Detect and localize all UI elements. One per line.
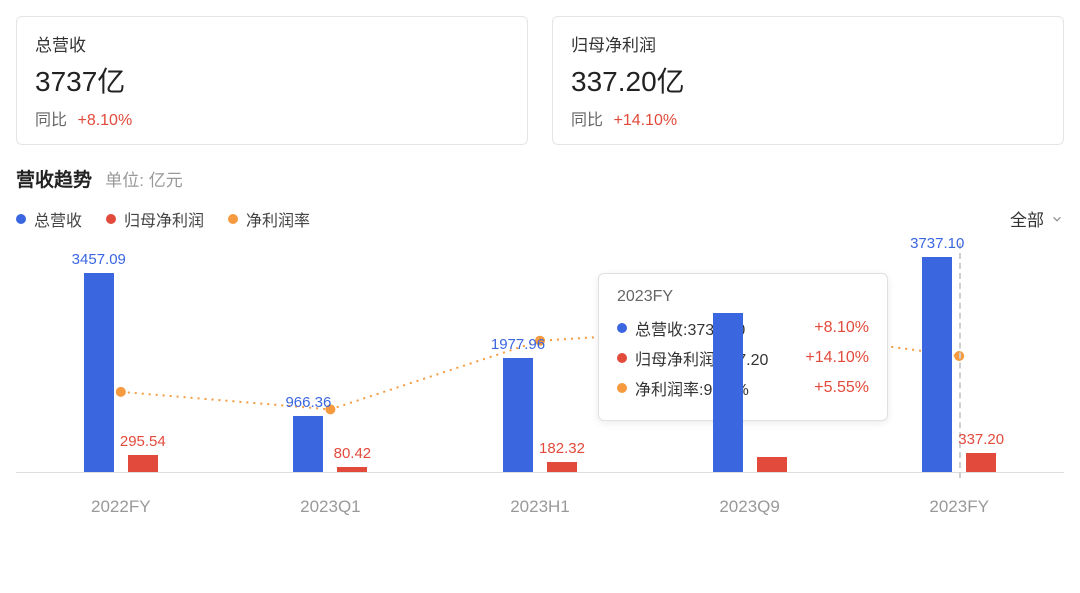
revenue-chart: 2023FY 总营收:3737.10+8.10%归母净利润:337.20+14.… [16,243,1064,543]
tooltip-title: 2023FY [617,288,869,306]
bar-group[interactable]: 966.36 80.42 [226,416,436,472]
x-tick: 2023H1 [435,497,645,517]
bar-label: 3737.10 [910,235,964,252]
yoy-label: 同比 [571,112,603,129]
filter-label: 全部 [1010,206,1044,231]
bar-profit[interactable]: 337.20 [966,453,996,472]
card-value: 3737亿 [35,60,509,100]
legend-item-profit[interactable]: 归母净利润 [106,207,204,231]
section-title: 营收趋势 [16,170,92,191]
legend-item-revenue[interactable]: 总营收 [16,207,82,231]
section-unit: 单位: 亿元 [105,171,182,190]
section-header: 营收趋势 单位: 亿元 [16,165,1064,192]
dot-icon [106,214,116,224]
legend: 总营收 归母净利润 净利润率 [16,207,310,231]
legend-item-margin[interactable]: 净利润率 [228,207,310,231]
dot-icon [617,323,627,333]
card-value: 337.20亿 [571,60,1045,100]
bar-label: 80.42 [334,445,372,462]
bar-group[interactable] [645,313,855,472]
bar-group[interactable]: 1977.96 182.32 [435,358,645,472]
card-profit[interactable]: 归母净利润 337.20亿 同比 +14.10% [552,16,1064,145]
bar-group[interactable]: 3737.10 337.20 [854,257,1064,472]
bar-group[interactable]: 3457.09 295.54 [16,273,226,472]
yoy-delta: +8.10% [77,112,132,129]
card-title: 归母净利润 [571,31,1045,56]
metric-cards: 总营收 3737亿 同比 +8.10% 归母净利润 337.20亿 同比 +14… [16,16,1064,145]
dot-icon [228,214,238,224]
card-revenue[interactable]: 总营收 3737亿 同比 +8.10% [16,16,528,145]
chevron-down-icon [1050,212,1064,226]
legend-row: 总营收 归母净利润 净利润率 全部 [16,206,1064,231]
bar-label: 966.36 [285,394,331,411]
x-axis: 2022FY2023Q12023H12023Q92023FY [16,497,1064,517]
x-tick: 2023FY [854,497,1064,517]
legend-label: 归母净利润 [124,207,204,231]
yoy-label: 同比 [35,112,67,129]
bar-revenue[interactable] [713,313,743,472]
bar-revenue[interactable]: 1977.96 [503,358,533,472]
card-yoy: 同比 +8.10% [35,106,509,130]
card-title: 总营收 [35,31,509,56]
x-tick: 2023Q1 [226,497,436,517]
bar-label: 295.54 [120,433,166,450]
bar-revenue[interactable]: 3457.09 [84,273,114,472]
bar-profit[interactable] [757,457,787,472]
dot-icon [16,214,26,224]
period-filter[interactable]: 全部 [1010,206,1064,231]
card-yoy: 同比 +14.10% [571,106,1045,130]
chart-plot[interactable]: 2023FY 总营收:3737.10+8.10%归母净利润:337.20+14.… [16,243,1064,473]
yoy-delta: +14.10% [613,112,677,129]
bar-label: 1977.96 [491,336,545,353]
x-tick: 2023Q9 [645,497,855,517]
bar-profit[interactable]: 80.42 [337,467,367,472]
bar-label: 337.20 [958,431,1004,448]
bar-label: 182.32 [539,440,585,457]
legend-label: 净利润率 [246,207,310,231]
bar-profit[interactable]: 295.54 [128,455,158,472]
bar-revenue[interactable]: 966.36 [293,416,323,472]
x-tick: 2022FY [16,497,226,517]
bar-profit[interactable]: 182.32 [547,462,577,472]
legend-label: 总营收 [34,207,82,231]
bar-label: 3457.09 [72,251,126,268]
bar-revenue[interactable]: 3737.10 [922,257,952,472]
